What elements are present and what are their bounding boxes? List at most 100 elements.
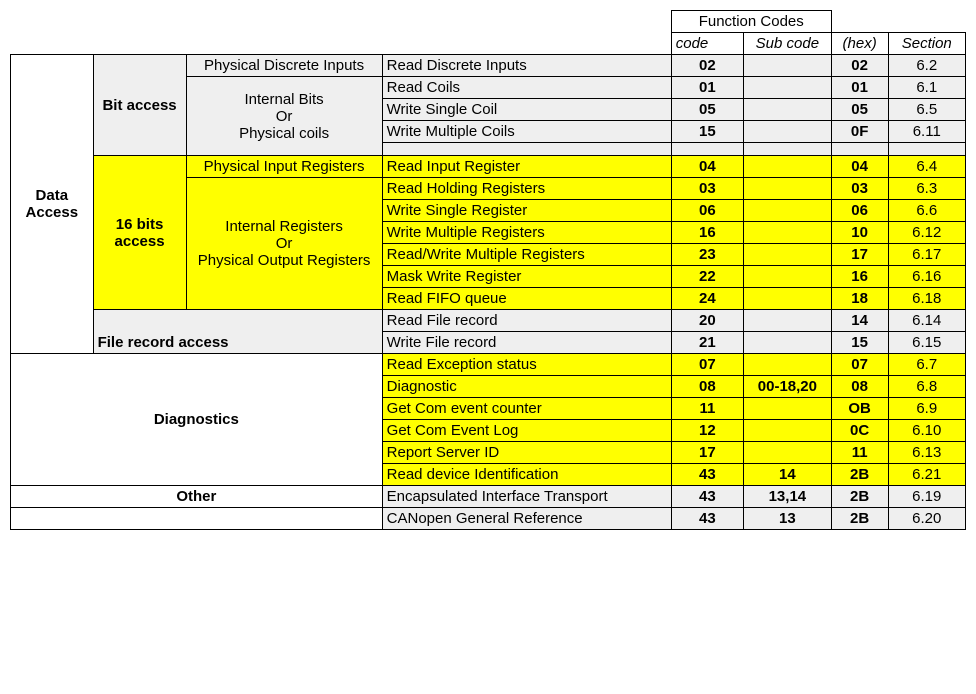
cell-func: Read Holding Registers bbox=[382, 178, 671, 200]
cell-hex: 17 bbox=[831, 244, 888, 266]
cell-sub bbox=[744, 266, 832, 288]
cell-sub bbox=[744, 99, 832, 121]
table-row: Data Access Bit access Physical Discrete… bbox=[11, 55, 966, 77]
cell-code: 04 bbox=[671, 156, 743, 178]
cell-sub bbox=[744, 354, 832, 376]
cell-func: Read device Identification bbox=[382, 464, 671, 486]
cell-hex: 14 bbox=[831, 310, 888, 332]
function-codes-table: Function Codes code Sub code (hex) Secti… bbox=[10, 10, 966, 530]
cell-code: 24 bbox=[671, 288, 743, 310]
cell-sub bbox=[744, 332, 832, 354]
cell-func: Read Exception status bbox=[382, 354, 671, 376]
cell-func: Get Com event counter bbox=[382, 398, 671, 420]
cell-hex: 2B bbox=[831, 464, 888, 486]
cell-code: 17 bbox=[671, 442, 743, 464]
cell-sec: 6.11 bbox=[888, 121, 965, 143]
header-row-2: code Sub code (hex) Section bbox=[11, 33, 966, 55]
cell-func: Read File record bbox=[382, 310, 671, 332]
cell-func: Mask Write Register bbox=[382, 266, 671, 288]
cell-sub bbox=[744, 200, 832, 222]
cell-hex: 04 bbox=[831, 156, 888, 178]
cell-func: Read Discrete Inputs bbox=[382, 55, 671, 77]
cell-sub: 13,14 bbox=[744, 486, 832, 508]
cell-hex: 2B bbox=[831, 508, 888, 530]
cell-sub: 00-18,20 bbox=[744, 376, 832, 398]
cell-func: Read Coils bbox=[382, 77, 671, 99]
cell-code: 15 bbox=[671, 121, 743, 143]
cell-hex: 11 bbox=[831, 442, 888, 464]
cell-func: Read FIFO queue bbox=[382, 288, 671, 310]
header-row-1: Function Codes bbox=[11, 11, 966, 33]
table-row: CANopen General Reference 43 13 2B 6.20 bbox=[11, 508, 966, 530]
cell-hex: 18 bbox=[831, 288, 888, 310]
cell-sub bbox=[744, 222, 832, 244]
table-row: Diagnostics Read Exception status 07 07 … bbox=[11, 354, 966, 376]
category-internal-bits: Internal Bits Or Physical coils bbox=[186, 77, 382, 156]
category-16bits-access: 16 bits access bbox=[93, 156, 186, 310]
cell-sub bbox=[744, 178, 832, 200]
cell-sec: 6.19 bbox=[888, 486, 965, 508]
cell-sec: 6.20 bbox=[888, 508, 965, 530]
cell-sec: 6.1 bbox=[888, 77, 965, 99]
table-row: 16 bits access Physical Input Registers … bbox=[11, 156, 966, 178]
cell-hex: 01 bbox=[831, 77, 888, 99]
cell-code: 43 bbox=[671, 486, 743, 508]
cell-sec: 6.5 bbox=[888, 99, 965, 121]
category-physical-discrete-inputs: Physical Discrete Inputs bbox=[186, 55, 382, 77]
cell-func: Encapsulated Interface Transport bbox=[382, 486, 671, 508]
category-diagnostics: Diagnostics bbox=[11, 354, 383, 486]
cell-code: 06 bbox=[671, 200, 743, 222]
cell-sub: 13 bbox=[744, 508, 832, 530]
cell-hex: 08 bbox=[831, 376, 888, 398]
header-sub-code: Sub code bbox=[744, 33, 832, 55]
cell-func: Write Single Coil bbox=[382, 99, 671, 121]
cell-hex: 0C bbox=[831, 420, 888, 442]
cell-func: Diagnostic bbox=[382, 376, 671, 398]
cell-code: 43 bbox=[671, 464, 743, 486]
cell-hex: OB bbox=[831, 398, 888, 420]
category-bit-access: Bit access bbox=[93, 55, 186, 156]
cell-hex: 05 bbox=[831, 99, 888, 121]
cell-sec: 6.9 bbox=[888, 398, 965, 420]
cell-sec: 6.21 bbox=[888, 464, 965, 486]
table-row: File record access Read File record 20 1… bbox=[11, 310, 966, 332]
cell-code: 08 bbox=[671, 376, 743, 398]
header-section: Section bbox=[888, 33, 965, 55]
cell-sub bbox=[744, 121, 832, 143]
cell-sec: 6.15 bbox=[888, 332, 965, 354]
cell-sec: 6.16 bbox=[888, 266, 965, 288]
cell-code: 21 bbox=[671, 332, 743, 354]
header-hex: (hex) bbox=[831, 33, 888, 55]
cell-code: 20 bbox=[671, 310, 743, 332]
cell-sub bbox=[744, 288, 832, 310]
cell-sec: 6.12 bbox=[888, 222, 965, 244]
cell-hex: 10 bbox=[831, 222, 888, 244]
header-function-codes: Function Codes bbox=[671, 11, 831, 33]
cell-hex: 03 bbox=[831, 178, 888, 200]
cell-sec: 6.18 bbox=[888, 288, 965, 310]
cell-sec: 6.3 bbox=[888, 178, 965, 200]
cell-sub bbox=[744, 77, 832, 99]
cell-sub: 14 bbox=[744, 464, 832, 486]
cell-sub bbox=[744, 310, 832, 332]
cell-func: Read Input Register bbox=[382, 156, 671, 178]
cell-code: 12 bbox=[671, 420, 743, 442]
category-other: Other bbox=[11, 486, 383, 508]
cell-sub bbox=[744, 244, 832, 266]
cell-code: 05 bbox=[671, 99, 743, 121]
cell-hex: 06 bbox=[831, 200, 888, 222]
cell-code: 16 bbox=[671, 222, 743, 244]
header-code: code bbox=[671, 33, 743, 55]
cell-hex: 15 bbox=[831, 332, 888, 354]
cell-sec: 6.8 bbox=[888, 376, 965, 398]
category-data-access: Data Access bbox=[11, 55, 94, 354]
cell-func: Write Multiple Coils bbox=[382, 121, 671, 143]
category-physical-input-registers: Physical Input Registers bbox=[186, 156, 382, 178]
cell-sec: 6.13 bbox=[888, 442, 965, 464]
cell-sub bbox=[744, 55, 832, 77]
cell-code: 02 bbox=[671, 55, 743, 77]
cell-sec: 6.4 bbox=[888, 156, 965, 178]
table-row: Other Encapsulated Interface Transport 4… bbox=[11, 486, 966, 508]
cell-code: 11 bbox=[671, 398, 743, 420]
cell-sub bbox=[744, 442, 832, 464]
